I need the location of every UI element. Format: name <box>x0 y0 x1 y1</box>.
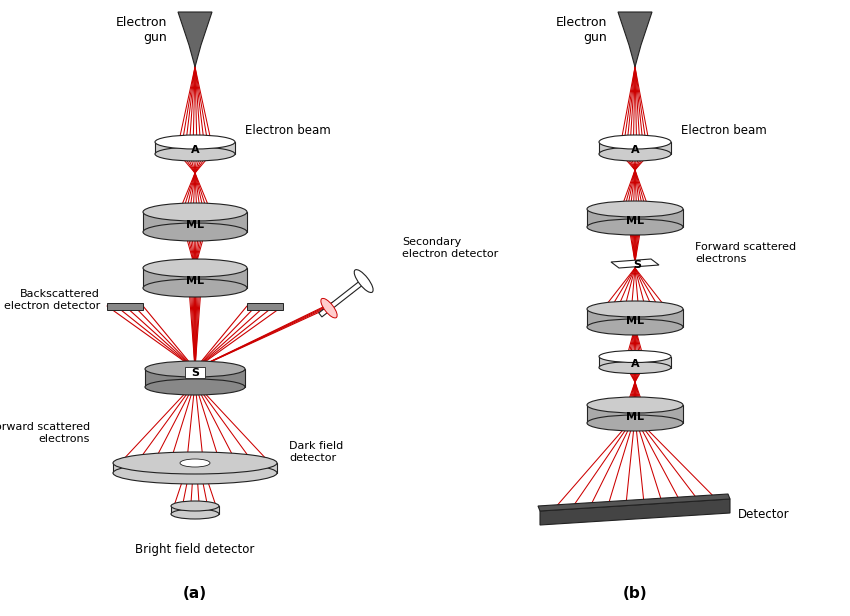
Text: ML: ML <box>186 220 204 230</box>
Text: A: A <box>631 359 639 369</box>
Ellipse shape <box>113 462 277 484</box>
Bar <box>155 142 235 154</box>
Ellipse shape <box>145 379 245 395</box>
Ellipse shape <box>143 223 247 241</box>
Ellipse shape <box>155 147 235 161</box>
Text: Electron
gun: Electron gun <box>556 16 607 44</box>
Text: Secondary
electron detector: Secondary electron detector <box>402 237 498 259</box>
Text: S: S <box>191 368 199 378</box>
Text: Electron
gun: Electron gun <box>116 16 167 44</box>
Text: Bright field detector: Bright field detector <box>135 543 255 556</box>
Bar <box>587 405 683 423</box>
Ellipse shape <box>180 459 210 467</box>
Ellipse shape <box>587 319 683 335</box>
Polygon shape <box>618 12 652 67</box>
Polygon shape <box>611 259 659 268</box>
Ellipse shape <box>113 452 277 474</box>
Ellipse shape <box>354 270 373 293</box>
Text: ML: ML <box>626 216 644 226</box>
Ellipse shape <box>599 135 671 149</box>
Bar <box>247 302 283 309</box>
Ellipse shape <box>155 135 235 149</box>
Text: Electron beam: Electron beam <box>245 123 331 137</box>
Bar <box>143 212 247 232</box>
Text: (a): (a) <box>183 585 207 601</box>
Bar <box>599 357 671 368</box>
Text: Forward scattered
electrons: Forward scattered electrons <box>695 242 796 264</box>
Bar <box>143 268 247 288</box>
Text: ML: ML <box>626 316 644 326</box>
Ellipse shape <box>587 397 683 413</box>
Ellipse shape <box>320 298 337 318</box>
Text: S: S <box>633 260 641 270</box>
Text: Detector: Detector <box>738 508 790 522</box>
Bar <box>113 463 277 473</box>
Bar <box>587 209 683 227</box>
Ellipse shape <box>171 501 219 511</box>
Ellipse shape <box>599 147 671 161</box>
Ellipse shape <box>171 509 219 519</box>
Bar <box>171 506 219 514</box>
Ellipse shape <box>145 361 245 377</box>
Bar <box>107 302 143 309</box>
Ellipse shape <box>587 415 683 431</box>
Bar <box>145 369 245 387</box>
Polygon shape <box>538 494 730 511</box>
Polygon shape <box>178 12 212 67</box>
Text: A: A <box>631 145 639 155</box>
Ellipse shape <box>143 259 247 277</box>
Bar <box>599 142 671 154</box>
Text: ML: ML <box>626 412 644 422</box>
Ellipse shape <box>587 219 683 235</box>
Polygon shape <box>319 279 366 317</box>
Text: Dark field
detector: Dark field detector <box>289 441 343 463</box>
Bar <box>185 367 205 378</box>
Ellipse shape <box>143 203 247 221</box>
Text: ML: ML <box>186 276 204 286</box>
Text: A: A <box>190 145 199 155</box>
Text: Electron beam: Electron beam <box>681 123 767 137</box>
Ellipse shape <box>599 351 671 362</box>
Ellipse shape <box>587 301 683 317</box>
Text: Backscattered
electron detector: Backscattered electron detector <box>3 289 100 311</box>
Bar <box>587 309 683 327</box>
Polygon shape <box>540 499 730 525</box>
Ellipse shape <box>587 201 683 217</box>
Ellipse shape <box>599 362 671 373</box>
Text: Forward scattered
electrons: Forward scattered electrons <box>0 422 90 444</box>
Ellipse shape <box>143 279 247 297</box>
Text: (b): (b) <box>623 585 648 601</box>
